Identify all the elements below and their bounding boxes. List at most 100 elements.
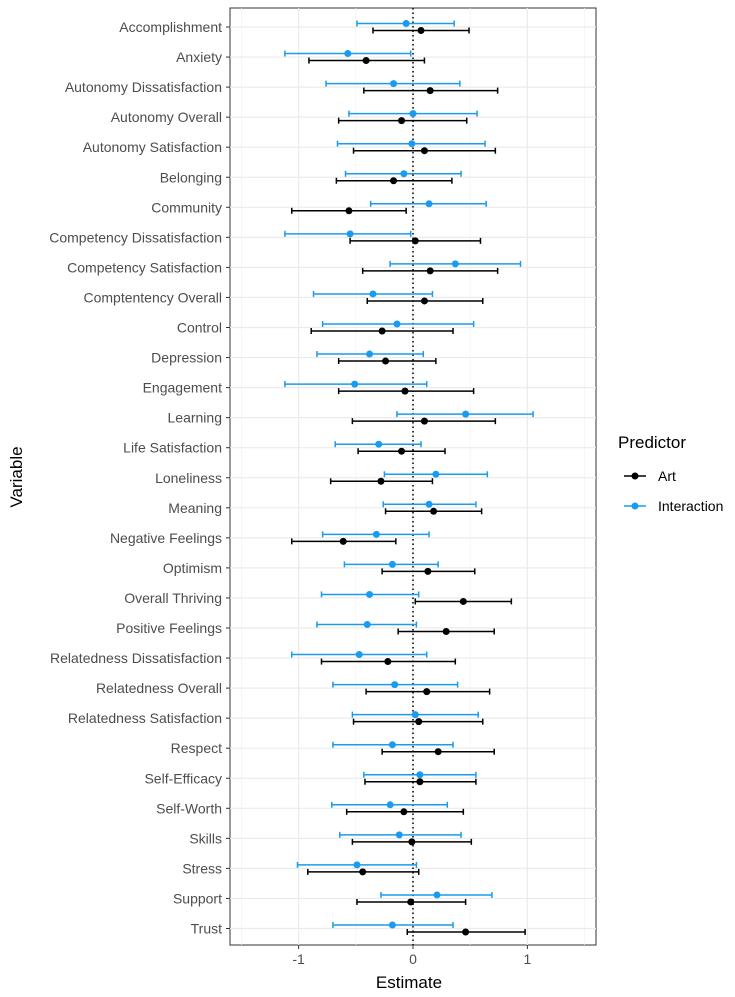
errorbar-art-life-satisfaction	[357, 447, 446, 455]
legend-title: Predictor	[618, 433, 686, 452]
errorbar-art-accomplishment	[372, 27, 470, 34]
point-estimate	[407, 898, 415, 906]
y-tick-label-anxiety: Anxiety	[176, 49, 222, 65]
errorbar-art-loneliness	[329, 477, 434, 485]
errorbar-art-support	[356, 898, 467, 906]
y-tick-label-life-satisfaction: Life Satisfaction	[123, 440, 222, 456]
point-estimate	[400, 808, 408, 816]
point-estimate	[416, 778, 424, 786]
x-tick-label: 0	[409, 951, 417, 967]
errorbar-art-positive-feelings	[397, 628, 495, 635]
point-estimate	[433, 891, 441, 899]
point-estimate	[362, 57, 370, 65]
y-tick-label-positive-feelings: Positive Feelings	[116, 620, 222, 636]
errorbar-interaction-self-worth	[331, 801, 449, 809]
y-tick-label-control: Control	[177, 320, 222, 336]
errorbar-art-anxiety	[308, 57, 426, 65]
errorbar-art-self-efficacy	[364, 778, 477, 786]
errorbar-art-optimism	[381, 567, 476, 575]
errorbar-interaction-positive-feelings	[316, 621, 418, 628]
point-estimate	[409, 110, 417, 118]
point-estimate	[415, 718, 423, 726]
point-estimate	[369, 290, 377, 298]
point-estimate	[434, 748, 442, 756]
point-estimate	[339, 537, 347, 545]
point-estimate	[398, 447, 406, 455]
point-estimate	[420, 297, 428, 305]
errorbar-interaction-optimism	[343, 560, 439, 568]
legend-label-art: Art	[658, 468, 676, 484]
point-estimate	[408, 838, 416, 846]
point-estimate	[366, 350, 374, 358]
y-tick-label-overall-thriving: Overall Thriving	[124, 590, 222, 606]
point-estimate	[451, 260, 459, 268]
legend-key-interaction-point	[631, 502, 639, 510]
point-estimate	[408, 140, 416, 148]
errorbar-art-skills	[351, 838, 473, 846]
errorbar-art-comptentency-overall	[366, 297, 484, 305]
y-tick-label-self-worth: Self-Worth	[156, 800, 222, 816]
point-estimate	[398, 117, 406, 125]
errorbar-interaction-autonomy-satisfaction	[336, 140, 486, 148]
point-estimate	[366, 590, 374, 598]
point-estimate	[386, 801, 394, 809]
point-estimate	[388, 741, 396, 749]
errorbar-interaction-meaning	[382, 500, 477, 508]
y-tick-labels: Accomplishment Anxiety Autonomy Dissatisfa…	[49, 19, 230, 937]
errorbar-art-respect	[381, 748, 495, 756]
errorbar-art-autonomy-dissatisfaction	[363, 87, 499, 95]
errorbar-interaction-negative-feelings	[321, 530, 430, 538]
errorbar-interaction-engagement	[284, 380, 428, 388]
errorbar-interaction-anxiety	[284, 50, 412, 58]
y-tick-label-autonomy-dissatisfaction: Autonomy Dissatisfaction	[65, 79, 222, 95]
point-estimate	[359, 868, 367, 876]
y-tick-label-relatedness-satisfaction: Relatedness Satisfaction	[68, 710, 222, 726]
y-tick-label-relatedness-dissatisfaction: Relatedness Dissatisfaction	[50, 650, 222, 666]
point-estimate	[402, 20, 410, 27]
legend: Predictor Art Interaction	[618, 433, 723, 514]
y-tick-label-stress: Stress	[182, 860, 222, 876]
point-estimate	[462, 410, 470, 418]
errorbar-interaction-competency-satisfaction	[389, 260, 522, 268]
errorbar-interaction-loneliness	[383, 470, 489, 478]
point-estimate	[420, 147, 428, 155]
errorbar-interaction-competency-dissatisfaction	[284, 230, 412, 238]
errorbar-art-belonging	[335, 177, 453, 185]
errorbar-interaction-accomplishment	[356, 20, 455, 27]
errorbar-art-depression	[337, 357, 437, 365]
errorbar-art-control	[310, 327, 454, 335]
point-estimate	[351, 380, 359, 388]
x-tick-label: 1	[523, 951, 531, 967]
y-tick-label-autonomy-overall: Autonomy Overall	[111, 109, 222, 125]
errorbar-art-relatedness-overall	[365, 688, 491, 696]
errorbar-interaction-overall-thriving	[320, 590, 420, 598]
point-estimate	[353, 861, 361, 869]
point-estimate	[382, 357, 390, 365]
errorbar-interaction-learning	[396, 410, 534, 418]
y-tick-label-self-efficacy: Self-Efficacy	[144, 770, 222, 786]
errorbar-interaction-self-efficacy	[363, 771, 477, 779]
errorbar-interaction-skills	[339, 831, 462, 839]
point-estimate	[426, 267, 434, 275]
point-estimate	[401, 387, 409, 395]
y-tick-label-community: Community	[151, 199, 222, 215]
point-estimate	[416, 771, 424, 779]
point-estimate	[417, 27, 425, 34]
y-tick-label-negative-feelings: Negative Feelings	[110, 530, 222, 546]
errorbar-interaction-autonomy-dissatisfaction	[325, 80, 461, 88]
errorbar-art-relatedness-dissatisfaction	[320, 658, 457, 666]
y-tick-label-meaning: Meaning	[168, 500, 222, 516]
y-tick-label-optimism: Optimism	[163, 560, 222, 576]
errorbar-art-autonomy-overall	[337, 117, 468, 125]
point-estimate	[425, 500, 433, 508]
errorbar-layer	[284, 20, 534, 936]
errorbar-art-community	[291, 207, 407, 215]
y-tick-label-loneliness: Loneliness	[155, 470, 222, 486]
legend-entry-interaction: Interaction	[624, 498, 723, 514]
errorbar-interaction-relatedness-dissatisfaction	[291, 651, 428, 659]
errorbar-interaction-respect	[332, 741, 454, 749]
point-estimate	[378, 327, 386, 335]
errorbar-art-competency-satisfaction	[361, 267, 499, 275]
point-estimate	[384, 658, 392, 666]
point-estimate	[388, 921, 396, 929]
